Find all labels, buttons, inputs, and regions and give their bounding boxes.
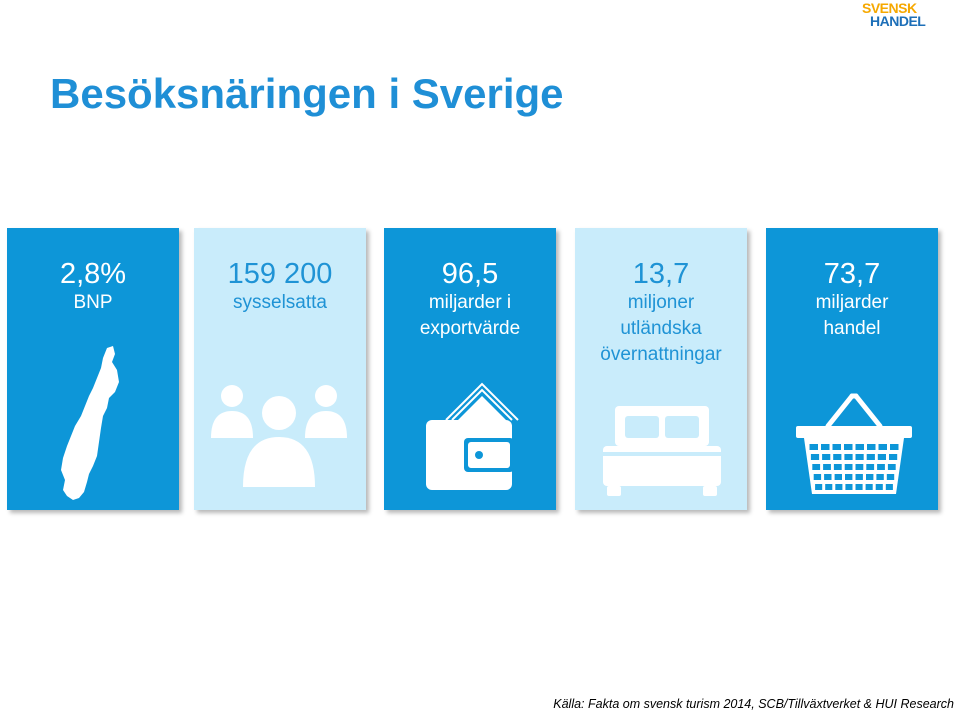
stat-value: 2,8% [59,258,127,290]
stat-label-line: BNP [73,292,113,313]
source-note: Källa: Fakta om svensk turism 2014, SCB/… [553,697,954,711]
stat-card-sysselsatta: 159 200 sysselsatta [194,228,366,510]
page-title: Besöksnäringen i Sverige [50,70,564,117]
stat-card-exportvarde: 96,5 miljarder i exportvärde [384,228,556,510]
stat-label: BNP [7,290,179,316]
stat-label: sysselsatta [194,290,366,316]
stat-card-bnp: 2,8% BNP [7,228,179,510]
svensk-handel-logo: SVENSK HANDEL [858,0,936,30]
stat-value: 13,7 [632,258,690,290]
wallet-icon [426,382,519,490]
stat-label: miljarder handel [766,290,938,342]
logo-line-1: SVENSK [862,0,917,16]
stat-label-line: övernattningar [600,344,722,365]
stat-value: 96,5 [441,258,499,290]
stat-label-line: sysselsatta [233,292,327,313]
basket-icon [796,393,912,494]
bed-icon [603,406,721,496]
sweden-map-icon [61,346,119,500]
stat-card-handel: 73,7 miljarder handel [766,228,938,510]
stat-label-line: miljarder [815,292,889,313]
stat-label-line: miljarder i [428,292,512,313]
stat-label-line: utländska [620,318,702,339]
stat-label-line: miljoner [627,292,695,313]
stat-label: miljarder i exportvärde [384,290,556,342]
stat-label: miljoner utländska övernattningar [575,290,747,368]
people-icon [211,385,347,487]
stat-label-line: exportvärde [419,318,521,339]
stat-value: 159 200 [227,258,333,290]
stat-card-overnattningar: 13,7 miljoner utländska övernattningar [575,228,747,510]
stat-value: 73,7 [823,258,881,290]
logo-line-2: HANDEL [870,13,926,29]
stat-label-line: handel [823,318,881,339]
